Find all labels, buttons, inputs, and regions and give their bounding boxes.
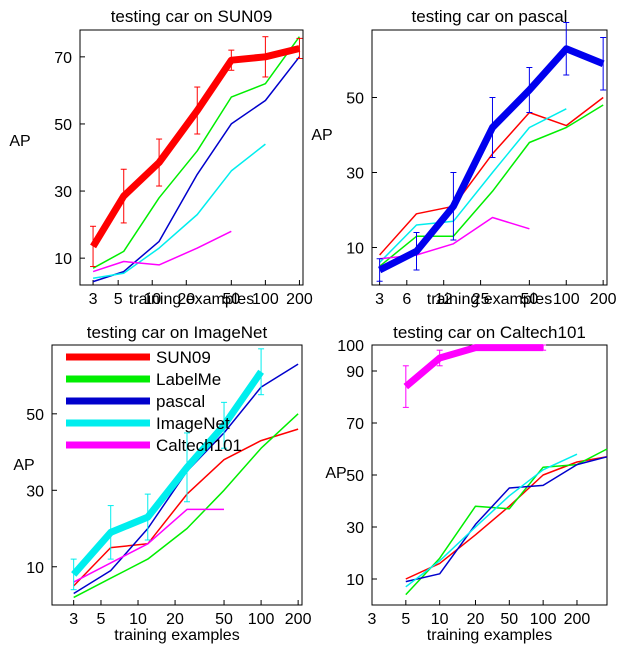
series-line-caltech101: [403, 344, 544, 390]
x-tick-label: 5: [114, 291, 123, 308]
x-tick-label: 20: [166, 611, 184, 628]
chart-title: testing car on Caltech101: [393, 323, 586, 342]
y-tick-label: 100: [337, 338, 364, 355]
series-line-labelme: [73, 413, 299, 599]
x-tick-label: 5: [97, 611, 106, 628]
series-line-caltech101: [92, 230, 232, 273]
plot-frame: [371, 29, 608, 286]
legend-label: ImageNet: [156, 414, 230, 433]
y-axis-label: AP: [325, 465, 346, 482]
series-line-imagenet: [379, 108, 567, 264]
x-tick-label: 6: [402, 291, 411, 308]
panel-4: testing car on Caltech101 3 5 10 20 50 100 200 1…: [325, 323, 608, 644]
x-tick-label: 3: [89, 291, 98, 308]
x-tick-label: 50: [500, 611, 518, 628]
panel-3: testing car on ImageNet 3 5 10 20 50 100 200 10 3…: [13, 323, 311, 644]
legend-label: pascal: [156, 392, 205, 411]
x-tick-label: 200: [285, 611, 312, 628]
x-tick-label: 3: [69, 611, 78, 628]
x-axis-label: training examples: [427, 627, 552, 644]
y-axis-label: AP: [311, 127, 332, 144]
x-axis-label: training examples: [427, 291, 552, 308]
legend-label: SUN09: [156, 348, 211, 367]
series-line-imagenet: [71, 369, 264, 577]
series-line-pascal: [405, 456, 608, 583]
chart-title: testing car on pascal: [412, 7, 568, 26]
x-tick-label: 3: [368, 611, 377, 628]
y-tick-label: 30: [54, 184, 72, 201]
x-axis-label: training examples: [114, 627, 239, 644]
x-tick-label: 200: [286, 291, 313, 308]
chart-title: testing car on SUN09: [111, 7, 273, 26]
x-tick-label: 5: [401, 611, 410, 628]
x-tick-label: 50: [520, 291, 538, 308]
x-tick-label: 20: [467, 611, 485, 628]
x-tick-label: 50: [215, 611, 233, 628]
chart-title: testing car on ImageNet: [87, 323, 268, 342]
series-line-imagenet: [92, 143, 266, 280]
x-tick-label: 100: [530, 611, 557, 628]
x-tick-label: 10: [431, 611, 449, 628]
legend: SUN09 LabelMe pascal ImageNet Caltech101: [66, 348, 242, 455]
plot-frame: [51, 344, 303, 606]
x-axis-label: training examples: [129, 291, 254, 308]
x-tick-label: 3: [375, 291, 384, 308]
series-line-labelme: [92, 36, 301, 269]
y-axis-label: AP: [9, 133, 30, 150]
legend-label: LabelMe: [156, 370, 221, 389]
y-tick-label: 10: [54, 251, 72, 268]
y-tick-label: 70: [54, 50, 72, 67]
series-line-sun09: [379, 96, 604, 256]
y-tick-label: 90: [346, 364, 364, 381]
x-tick-label: 25: [472, 291, 490, 308]
series-line-caltech101: [73, 508, 224, 583]
x-tick-label: 20: [177, 291, 195, 308]
panel-1: testing car on SUN09 3 5 10 20 50 100 200 10 30 50…: [9, 7, 313, 308]
y-axis-label: AP: [13, 457, 34, 474]
x-tick-label: 200: [564, 611, 591, 628]
series-line-labelme: [405, 448, 608, 596]
y-tick-label: 10: [346, 241, 364, 258]
x-tick-label: 10: [129, 611, 147, 628]
series-line-sun09: [405, 456, 608, 580]
panel-2: testing car on pascal 3 6 12 25 50 100 200 10 30 5…: [311, 7, 616, 308]
x-tick-label: 100: [553, 291, 580, 308]
y-tick-label: 30: [346, 520, 364, 537]
x-tick-label: 10: [143, 291, 161, 308]
legend-label: Caltech101: [156, 436, 242, 455]
series-line-caltech101: [379, 216, 530, 260]
y-tick-label: 50: [346, 91, 364, 108]
y-tick-label: 30: [26, 483, 44, 500]
x-tick-label: 200: [590, 291, 617, 308]
x-tick-label: 12: [435, 291, 453, 308]
y-tick-label: 10: [346, 572, 364, 589]
x-tick-label: 100: [248, 611, 275, 628]
series-line-pascal: [378, 45, 605, 274]
plot-frame: [79, 29, 304, 286]
y-tick-label: 50: [54, 117, 72, 134]
x-tick-label: 100: [252, 291, 279, 308]
y-tick-label: 50: [346, 468, 364, 485]
y-tick-label: 10: [26, 560, 44, 577]
y-tick-label: 70: [346, 416, 364, 433]
series-line-imagenet: [405, 453, 578, 588]
x-tick-label: 50: [222, 291, 240, 308]
series-line-pascal: [92, 56, 300, 283]
y-tick-label: 30: [346, 166, 364, 183]
y-tick-label: 50: [26, 407, 44, 424]
